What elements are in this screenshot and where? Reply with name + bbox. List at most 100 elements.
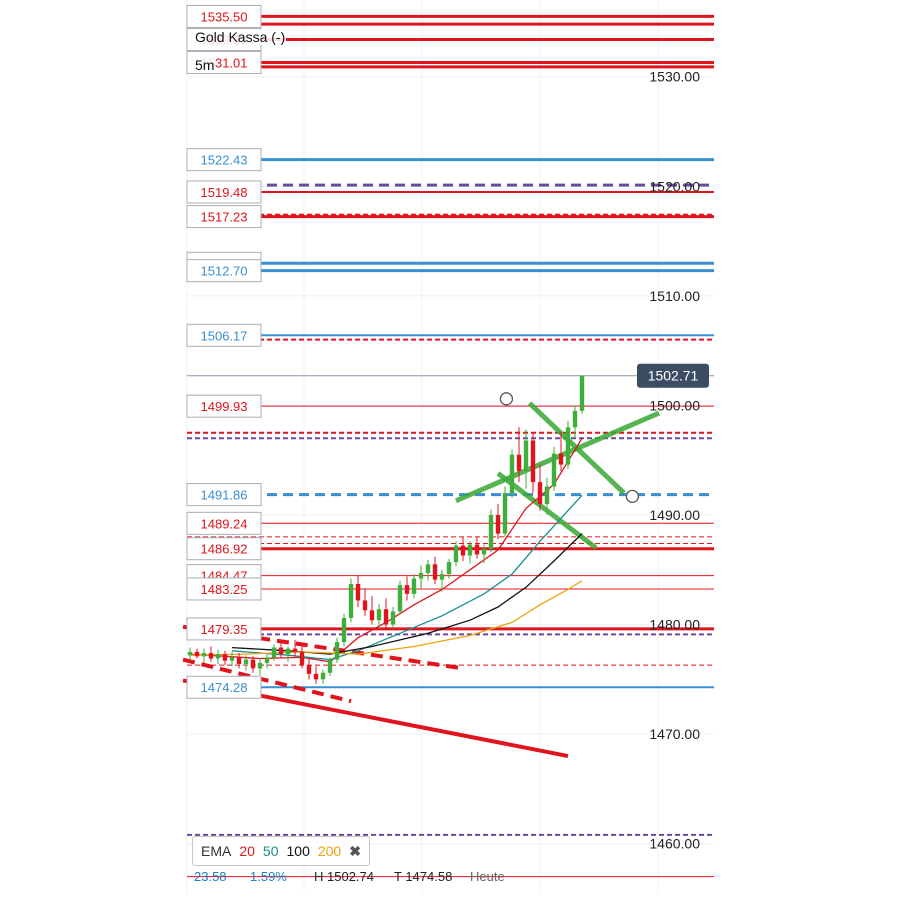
level-label-box — [186, 394, 262, 418]
candle — [313, 673, 319, 680]
level-label: 1535.50 — [201, 9, 248, 24]
candle — [502, 493, 508, 534]
candle — [229, 657, 235, 661]
candle — [453, 545, 459, 563]
level-label-box — [186, 259, 262, 283]
candle — [292, 648, 298, 652]
interval-label[interactable]: 5m — [194, 57, 216, 73]
y-tick-label: 1490.00 — [649, 507, 700, 523]
y-tick-label: 1530.00 — [649, 69, 700, 85]
level-labels: 1535.501533.391531.011522.431519.481517.… — [186, 4, 262, 699]
candle — [383, 609, 389, 625]
candle — [257, 662, 263, 669]
ema-period-20[interactable]: 20 — [239, 843, 255, 859]
candle — [551, 453, 557, 487]
level-label: 1499.93 — [201, 399, 248, 414]
price-stats: 23.58 1.59% H 1502.74 T 1474.58 Heute — [194, 869, 505, 884]
candle — [201, 653, 207, 657]
ema-period-200[interactable]: 200 — [317, 843, 342, 859]
candle — [474, 544, 480, 555]
candle — [278, 647, 284, 655]
level-label: 1479.35 — [201, 622, 248, 637]
level-label: 1489.24 — [201, 516, 248, 531]
ema-legend[interactable]: EMA 20 50 100 200 ✖ — [192, 836, 370, 866]
y-tick-label: 1500.00 — [649, 397, 700, 413]
drawing-handles[interactable] — [499, 392, 640, 504]
instrument-title[interactable]: Gold Kassa (-) — [194, 29, 287, 45]
trendline — [455, 410, 660, 504]
ema-period-100[interactable]: 100 — [286, 843, 310, 859]
ema-legend-label: EMA — [201, 843, 232, 859]
candle — [243, 659, 249, 664]
candle — [495, 514, 501, 534]
y-tick-label: 1460.00 — [649, 836, 700, 852]
candle — [558, 453, 564, 465]
high-value: H 1502.74 — [314, 869, 374, 884]
candle — [537, 482, 543, 505]
candle — [509, 454, 515, 494]
change-percent: 1.59% — [250, 869, 287, 884]
level-label-box — [186, 617, 262, 641]
level-label-box — [186, 511, 262, 535]
candle — [376, 609, 382, 621]
level-label-box — [186, 148, 262, 172]
chart-grid — [186, 0, 714, 893]
candle — [579, 375, 585, 411]
y-tick-label: 1480.00 — [649, 617, 700, 633]
trendline — [182, 657, 352, 704]
candle — [271, 647, 277, 658]
candle — [334, 642, 340, 660]
y-tick-label: 1470.00 — [649, 726, 700, 742]
candle — [572, 410, 578, 428]
candle — [446, 562, 452, 575]
last-price-tag: 1502.71 — [637, 363, 709, 388]
level-label-box — [186, 577, 262, 601]
candle — [327, 659, 333, 673]
candle — [397, 585, 403, 612]
level-label: 1517.23 — [201, 210, 248, 225]
price-axis: 1530.00 1520.00 1510.00 1500.00 1490.00 1480.… — [649, 69, 700, 852]
close-icon[interactable]: ✖ — [349, 842, 361, 859]
candle — [411, 578, 417, 594]
candle — [488, 514, 494, 549]
candle — [222, 654, 228, 661]
trendline-handle — [499, 392, 514, 406]
level-label-box — [186, 483, 262, 507]
horizontal-levels — [187, 14, 714, 878]
candle — [355, 584, 361, 601]
trendline-handle — [625, 489, 640, 504]
candle — [208, 653, 214, 659]
candle — [187, 651, 193, 656]
level-label: 1522.43 — [201, 153, 248, 168]
candle — [250, 659, 256, 669]
candle — [215, 654, 221, 659]
candle — [439, 574, 445, 580]
change-value: 23.58 — [194, 869, 227, 884]
last-price-box — [637, 363, 709, 388]
candle — [348, 584, 354, 618]
level-label: 1483.25 — [201, 582, 248, 597]
candle — [544, 486, 550, 505]
ema-period-50[interactable]: 50 — [262, 843, 279, 859]
candle — [390, 611, 396, 625]
level-label-box — [186, 537, 262, 561]
level-label-box — [186, 675, 262, 699]
candle — [299, 651, 305, 666]
level-label-box — [186, 4, 262, 28]
level-label-box — [186, 180, 262, 204]
candle — [432, 564, 438, 580]
level-label: 1506.17 — [201, 328, 248, 343]
candle — [320, 672, 326, 680]
candle — [565, 427, 571, 465]
level-label: 1512.70 — [201, 264, 248, 279]
level-label: 1486.92 — [201, 542, 248, 557]
y-tick-label: 1510.00 — [649, 288, 700, 304]
candle — [467, 544, 473, 556]
low-value: T 1474.58 — [394, 869, 453, 884]
candle — [285, 648, 291, 655]
candle — [362, 600, 368, 611]
candle — [306, 665, 312, 674]
ema-50-line — [231, 494, 583, 661]
level-label: 1474.28 — [201, 680, 248, 695]
